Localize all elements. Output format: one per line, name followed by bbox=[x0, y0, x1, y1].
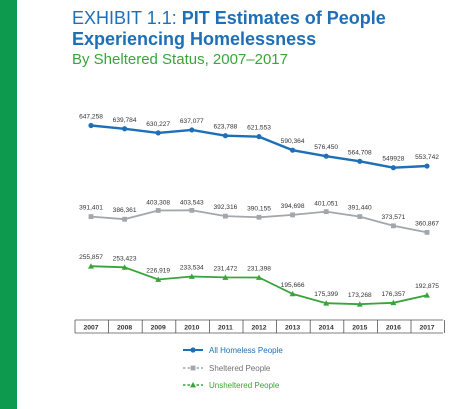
data-point-1-8 bbox=[357, 214, 363, 219]
data-label-2-2: 226,919 bbox=[146, 268, 170, 275]
data-label-1-4: 392,316 bbox=[213, 204, 237, 211]
data-label-0-5: 621,553 bbox=[247, 125, 271, 132]
title-text-1: PIT Estimates of People bbox=[181, 8, 386, 28]
data-point-1-6 bbox=[290, 212, 295, 218]
data-label-2-10: 192,875 bbox=[415, 283, 439, 290]
data-label-0-4: 623,788 bbox=[213, 124, 237, 131]
title-line-1: EXHIBIT 1.1: PIT Estimates of People bbox=[72, 8, 442, 29]
data-label-1-1: 386,361 bbox=[113, 207, 137, 214]
data-point-1-2 bbox=[155, 208, 161, 213]
data-label-0-7: 576,450 bbox=[314, 144, 338, 151]
data-point-2-9 bbox=[390, 299, 397, 306]
data-point-1-1 bbox=[122, 216, 127, 222]
data-label-1-8: 391,440 bbox=[348, 205, 372, 212]
legend-label-0: All Homeless People bbox=[209, 346, 283, 355]
title-line-2: Experiencing Homelessness bbox=[72, 29, 317, 49]
x-tick-label-8: 2015 bbox=[352, 325, 367, 332]
data-point-0-8 bbox=[357, 158, 363, 164]
x-tick-label-7: 2014 bbox=[319, 325, 334, 332]
data-point-2-5 bbox=[256, 274, 262, 280]
data-label-1-6: 394,698 bbox=[281, 203, 305, 210]
data-label-1-2: 403,308 bbox=[146, 199, 170, 206]
data-label-2-3: 233,534 bbox=[180, 264, 204, 271]
data-point-2-8 bbox=[356, 301, 363, 307]
data-point-0-3 bbox=[189, 127, 195, 133]
data-label-0-3: 637,077 bbox=[180, 118, 204, 125]
data-point-0-7 bbox=[323, 153, 329, 159]
series-line-1 bbox=[90, 209, 428, 234]
data-point-0-0 bbox=[88, 122, 94, 129]
data-point-2-0 bbox=[88, 263, 94, 269]
data-label-1-0: 391,401 bbox=[79, 205, 103, 212]
legend-label-1: Sheltered People bbox=[209, 364, 271, 373]
data-point-0-10 bbox=[424, 163, 430, 169]
data-point-0-1 bbox=[122, 126, 128, 132]
x-tick-label-5: 2012 bbox=[251, 325, 266, 332]
x-tick-label-4: 2011 bbox=[218, 325, 233, 332]
x-tick-label-1: 2008 bbox=[117, 325, 132, 332]
data-point-1-9 bbox=[391, 223, 396, 229]
exhibit-label: EXHIBIT 1.1: bbox=[72, 8, 177, 28]
data-label-0-9: 549928 bbox=[382, 156, 404, 163]
x-tick-label-9: 2016 bbox=[386, 325, 401, 332]
data-point-1-10 bbox=[424, 229, 430, 235]
data-label-0-8: 564,708 bbox=[348, 149, 372, 156]
data-point-2-6 bbox=[289, 290, 296, 297]
data-label-0-6: 590,364 bbox=[281, 138, 305, 145]
data-label-0-0: 647,258 bbox=[79, 114, 103, 121]
legend-label-2: Unsheltered People bbox=[209, 381, 280, 390]
x-tick-label-10: 2017 bbox=[419, 325, 434, 332]
data-point-0-9 bbox=[390, 165, 396, 171]
data-label-0-1: 639,784 bbox=[113, 117, 137, 124]
series-line-0 bbox=[90, 124, 428, 169]
data-label-2-0: 255,857 bbox=[79, 254, 103, 261]
data-point-2-2 bbox=[155, 276, 162, 282]
x-tick-label-3: 2010 bbox=[184, 325, 199, 332]
data-point-2-3 bbox=[188, 273, 195, 279]
x-tick-label-6: 2013 bbox=[285, 325, 300, 332]
data-label-2-1: 253,423 bbox=[113, 255, 137, 262]
data-point-0-5 bbox=[256, 134, 262, 140]
data-label-1-10: 360,867 bbox=[415, 220, 439, 227]
chart-title: EXHIBIT 1.1: PIT Estimates of People Exp… bbox=[72, 8, 442, 70]
data-point-0-2 bbox=[155, 130, 161, 136]
data-point-1-7 bbox=[323, 209, 329, 215]
data-point-2-4 bbox=[222, 274, 229, 280]
data-point-1-3 bbox=[189, 207, 195, 213]
x-tick-label-2: 2009 bbox=[151, 325, 166, 332]
data-point-0-6 bbox=[290, 147, 296, 153]
data-label-2-5: 231,398 bbox=[247, 265, 271, 272]
data-point-1-5 bbox=[256, 214, 262, 220]
chart-subtitle: By Sheltered Status, 2007–2017 bbox=[72, 51, 288, 68]
data-point-0-4 bbox=[222, 133, 228, 139]
data-point-1-4 bbox=[223, 213, 228, 219]
data-label-0-2: 630,227 bbox=[146, 121, 170, 128]
data-label-2-4: 231,472 bbox=[213, 265, 237, 272]
data-point-2-7 bbox=[323, 300, 330, 306]
legend-marker-2 bbox=[190, 382, 196, 388]
data-label-1-3: 403,543 bbox=[180, 199, 204, 206]
data-label-2-8: 173,268 bbox=[348, 292, 372, 299]
data-label-2-9: 176,357 bbox=[381, 291, 405, 298]
data-point-2-10 bbox=[424, 292, 430, 298]
data-label-2-7: 175,399 bbox=[314, 291, 338, 298]
data-point-2-1 bbox=[121, 264, 128, 270]
data-label-2-6: 195,666 bbox=[281, 282, 305, 289]
legend-marker-0 bbox=[190, 347, 196, 353]
data-label-1-7: 401,051 bbox=[314, 201, 338, 208]
sidebar-accent-bar bbox=[0, 0, 17, 409]
x-tick-label-0: 2007 bbox=[83, 325, 98, 332]
data-label-1-9: 373,571 bbox=[381, 214, 405, 221]
data-point-1-0 bbox=[88, 214, 94, 220]
legend-marker-1 bbox=[190, 365, 196, 371]
data-label-1-5: 390,155 bbox=[247, 205, 271, 212]
data-label-0-10: 553,742 bbox=[415, 154, 439, 161]
